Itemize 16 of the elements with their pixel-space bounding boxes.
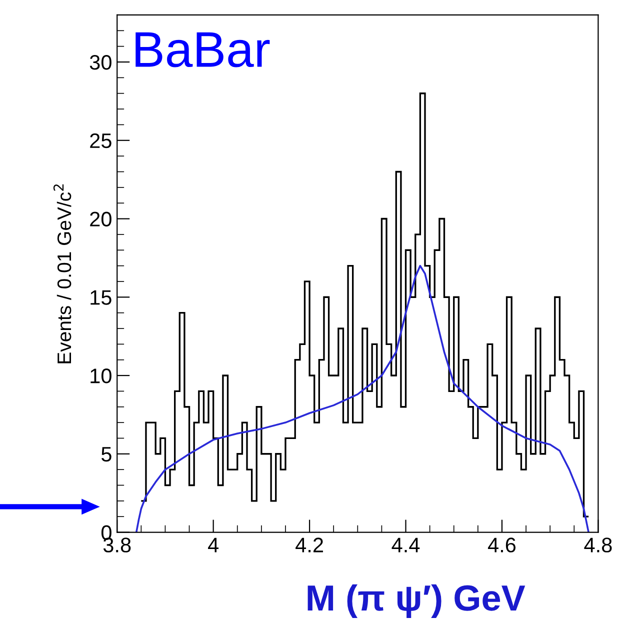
y-tick-label: 25 [90,133,112,148]
x-tick-label: 4 [208,538,219,552]
y-tick-label: 10 [90,368,112,384]
x-tick-label: 4.4 [392,538,420,552]
x-tick-label: 4.2 [296,538,323,552]
y-tick-label: 30 [90,55,112,70]
x-tick-label: 4.8 [584,538,612,552]
y-tick-label: 5 [101,447,112,462]
x-axis-title: M (π ψ′) GeV [308,584,526,618]
annotation: BaBar [136,32,270,68]
x-tick-label: 3.8 [103,538,131,552]
y-tick-label: 15 [90,290,112,305]
x-tick-label: 4.6 [488,538,516,552]
line-series [135,264,590,532]
y-tick-label: 20 [90,212,112,227]
y-axis-title: Events / 0.01 GeV/c$^{2}$ [53,184,72,364]
